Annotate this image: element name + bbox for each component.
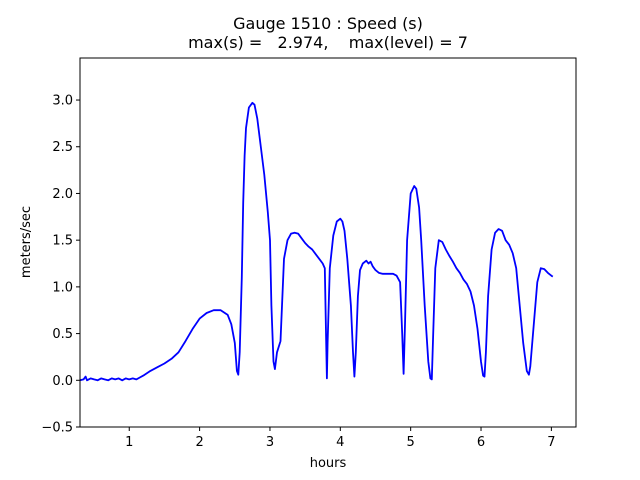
y-tick-label: 1.5 — [52, 234, 73, 249]
x-tick-label: 7 — [547, 435, 555, 450]
x-axis-label: hours — [310, 456, 347, 471]
y-tick-label: 0.5 — [52, 327, 73, 342]
y-tick-label: 2.0 — [52, 187, 73, 202]
x-tick-label: 4 — [336, 435, 344, 450]
x-tick-label: 2 — [195, 435, 203, 450]
x-tick-label: 1 — [125, 435, 133, 450]
speed-series-line — [79, 101, 554, 382]
y-tick-label: 0.0 — [52, 374, 73, 389]
chart-title-line-2: max(s) = 2.974, max(level) = 7 — [188, 33, 468, 52]
y-tick-label: 1.0 — [52, 280, 73, 295]
x-tick-label: 6 — [477, 435, 485, 450]
y-tick-label: 3.0 — [52, 94, 73, 109]
chart-title-line-1: Gauge 1510 : Speed (s) — [233, 14, 423, 33]
x-axis-ticks: 1 2 3 4 5 6 7 — [125, 427, 556, 450]
y-tick-label: 2.5 — [52, 140, 73, 155]
axes-frame — [79, 57, 577, 428]
y-axis-label: meters/sec — [19, 206, 34, 278]
y-tick-label: −0.5 — [41, 421, 73, 436]
plot-area — [79, 101, 554, 382]
y-axis-ticks: −0.5 0.0 0.5 1.0 1.5 2.0 2.5 3.0 — [41, 94, 80, 436]
x-tick-label: 3 — [266, 435, 274, 450]
x-tick-label: 5 — [407, 435, 415, 450]
